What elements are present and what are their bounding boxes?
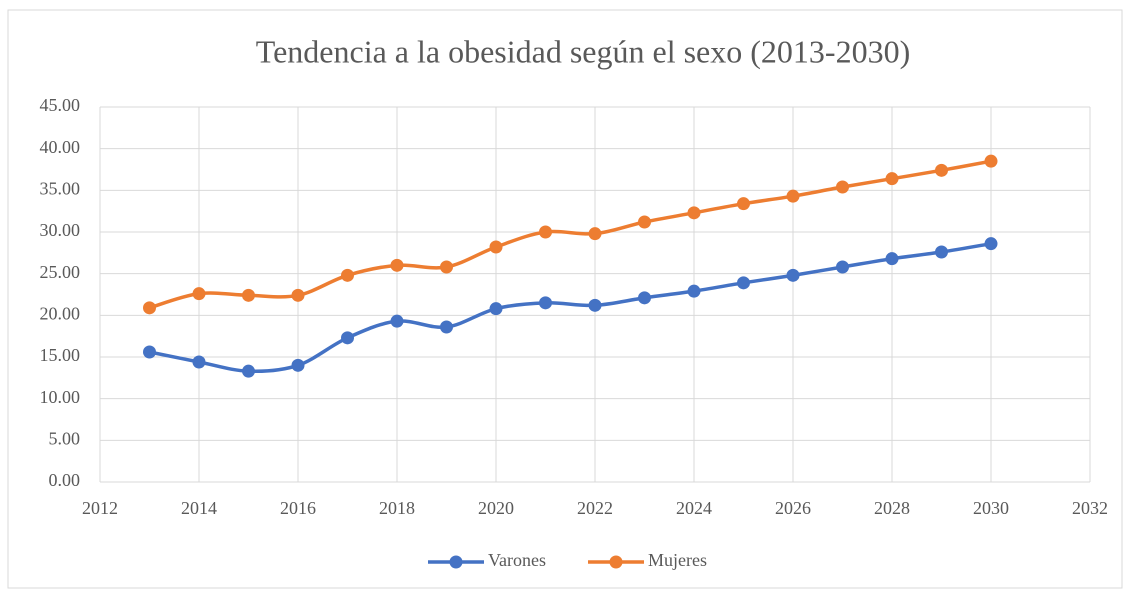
- data-point: [539, 225, 552, 239]
- data-point: [440, 260, 453, 274]
- data-point: [242, 288, 255, 302]
- data-point: [291, 288, 305, 302]
- legend-label: Mujeres: [648, 550, 707, 570]
- data-point: [687, 284, 701, 298]
- data-point: [588, 298, 602, 312]
- x-tick-label: 2012: [82, 498, 118, 518]
- data-point: [935, 245, 948, 259]
- data-point: [588, 227, 602, 241]
- data-point: [390, 314, 404, 328]
- data-point: [786, 268, 800, 282]
- y-tick-label: 45.00: [40, 95, 81, 115]
- x-tick-label: 2032: [1072, 498, 1108, 518]
- legend-marker: [449, 555, 463, 569]
- y-tick-label: 10.00: [40, 387, 81, 407]
- data-point: [687, 206, 701, 220]
- x-tick-label: 2020: [478, 498, 514, 518]
- y-tick-label: 30.00: [40, 220, 81, 240]
- data-point: [341, 268, 354, 282]
- data-point: [192, 355, 206, 369]
- data-point: [489, 240, 503, 254]
- data-point: [489, 302, 503, 316]
- data-point: [836, 180, 849, 194]
- data-point: [143, 301, 156, 315]
- data-point: [885, 172, 899, 186]
- x-tick-label: 2022: [577, 498, 613, 518]
- data-point: [737, 197, 750, 211]
- x-tick-label: 2028: [874, 498, 910, 518]
- chart-border: [7, 9, 1123, 589]
- data-point: [143, 345, 156, 359]
- data-point: [291, 358, 305, 372]
- y-tick-label: 15.00: [40, 345, 81, 365]
- data-point: [390, 258, 404, 272]
- data-point: [885, 252, 899, 266]
- data-point: [539, 296, 552, 310]
- data-point: [341, 331, 354, 345]
- data-point: [984, 154, 998, 168]
- legend-marker: [609, 555, 623, 569]
- legend-label: Varones: [488, 550, 546, 570]
- data-point: [984, 237, 998, 251]
- data-point: [935, 163, 948, 177]
- data-point: [638, 291, 651, 305]
- y-tick-label: 35.00: [40, 178, 81, 198]
- data-point: [440, 320, 453, 334]
- y-tick-label: 40.00: [40, 137, 81, 157]
- data-point: [242, 364, 255, 378]
- y-tick-label: 20.00: [40, 303, 81, 323]
- data-point: [786, 189, 800, 203]
- x-tick-label: 2018: [379, 498, 415, 518]
- chart-title: Tendencia a la obesidad según el sexo (2…: [256, 33, 910, 69]
- x-tick-label: 2014: [181, 498, 217, 518]
- data-point: [638, 215, 651, 229]
- data-point: [737, 276, 750, 290]
- y-tick-label: 5.00: [49, 428, 81, 448]
- x-tick-label: 2026: [775, 498, 811, 518]
- y-tick-label: 0.00: [49, 470, 81, 490]
- x-tick-label: 2024: [676, 498, 712, 518]
- data-point: [192, 287, 206, 301]
- y-tick-label: 25.00: [40, 262, 81, 282]
- x-tick-label: 2030: [973, 498, 1009, 518]
- x-tick-label: 2016: [280, 498, 316, 518]
- data-point: [836, 260, 849, 274]
